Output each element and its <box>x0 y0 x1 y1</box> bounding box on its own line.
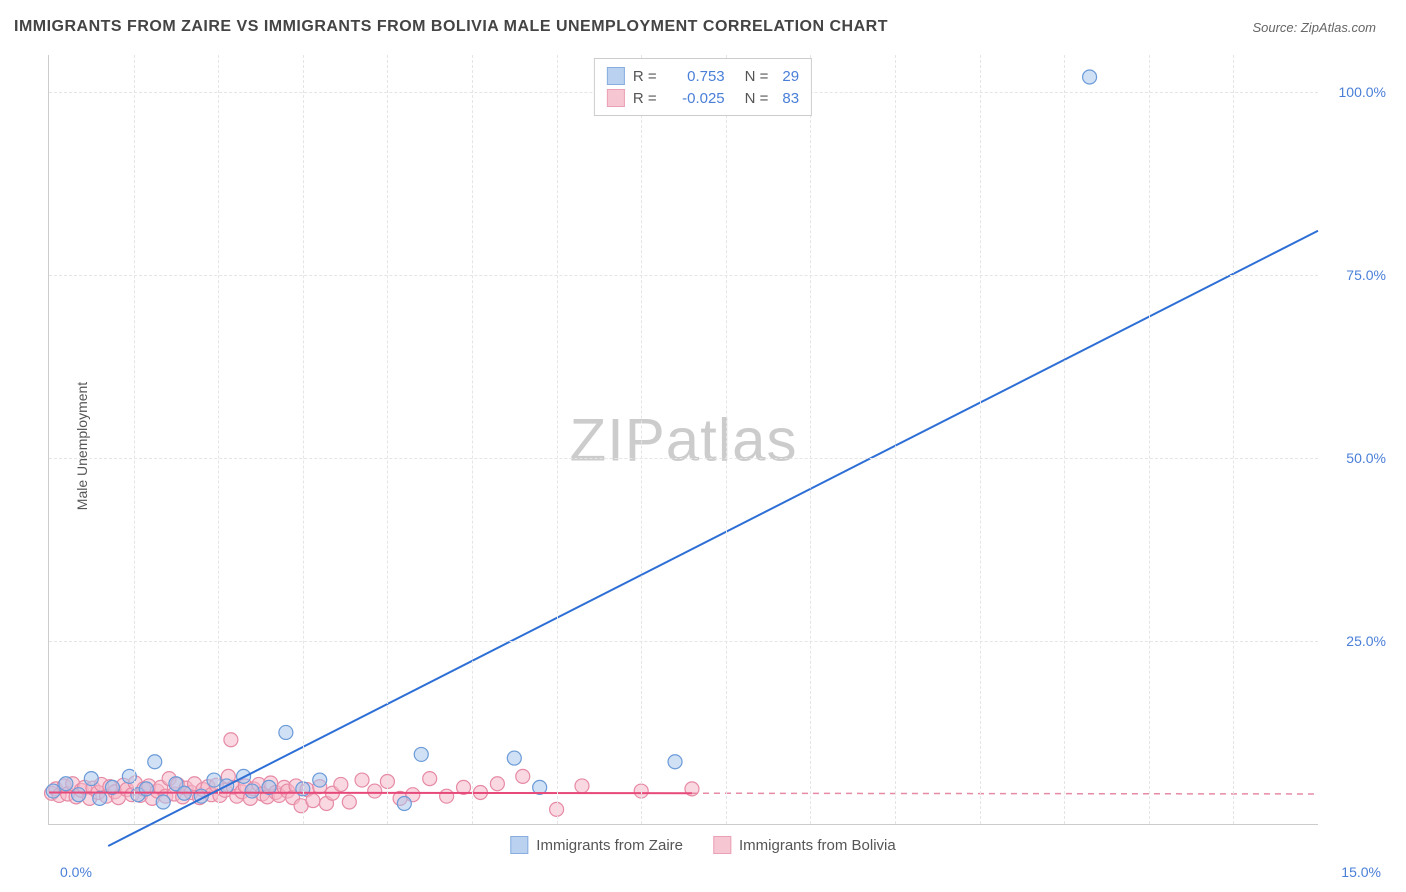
chart-title: IMMIGRANTS FROM ZAIRE VS IMMIGRANTS FROM… <box>14 18 888 36</box>
gridline-h <box>49 641 1318 642</box>
data-point <box>1083 70 1097 84</box>
legend-n-label: N = <box>745 68 769 85</box>
x-tick-min: 0.0% <box>60 864 92 880</box>
data-point <box>342 795 356 809</box>
source-label: Source: ZipAtlas.com <box>1252 20 1376 35</box>
gridline-v <box>1064 55 1065 824</box>
gridline-h <box>49 458 1318 459</box>
gridline-v <box>472 55 473 824</box>
gridline-v <box>387 55 388 824</box>
legend-row: R = -0.025 N = 83 <box>607 87 799 109</box>
gridline-v <box>1233 55 1234 824</box>
data-point <box>423 772 437 786</box>
trend-line-ext <box>692 793 1318 794</box>
chart-container: IMMIGRANTS FROM ZAIRE VS IMMIGRANTS FROM… <box>0 0 1406 892</box>
gridline-v <box>726 55 727 824</box>
data-point <box>440 789 454 803</box>
data-point <box>306 794 320 808</box>
legend-r-label: R = <box>633 90 657 107</box>
gridline-v <box>810 55 811 824</box>
legend-n-label: N = <box>745 90 769 107</box>
data-point <box>156 795 170 809</box>
gridline-v <box>980 55 981 824</box>
y-tick-label: 50.0% <box>1346 450 1386 466</box>
data-point <box>245 784 259 798</box>
data-point <box>490 777 504 791</box>
data-point <box>224 733 238 747</box>
series-legend-label: Immigrants from Bolivia <box>739 837 896 854</box>
series-legend-item: Immigrants from Zaire <box>510 836 683 854</box>
gridline-v <box>218 55 219 824</box>
data-point <box>72 788 86 802</box>
data-point <box>46 784 60 798</box>
gridline-v <box>1149 55 1150 824</box>
correlation-legend: R = 0.753 N = 29 R = -0.025 N = 83 <box>594 58 812 116</box>
legend-n-value: 83 <box>782 90 799 107</box>
legend-swatch <box>607 67 625 85</box>
data-point <box>414 747 428 761</box>
legend-swatch <box>713 836 731 854</box>
data-point <box>84 772 98 786</box>
data-point <box>148 755 162 769</box>
gridline-h <box>49 275 1318 276</box>
trend-line <box>108 231 1318 846</box>
gridline-v <box>895 55 896 824</box>
gridline-v <box>303 55 304 824</box>
data-point <box>575 779 589 793</box>
plot-area: ZIPatlas <box>48 55 1318 825</box>
data-point <box>313 773 327 787</box>
y-tick-label: 100.0% <box>1339 84 1386 100</box>
legend-row: R = 0.753 N = 29 <box>607 65 799 87</box>
legend-n-value: 29 <box>782 68 799 85</box>
legend-r-value: -0.025 <box>665 90 725 107</box>
gridline-v <box>641 55 642 824</box>
series-legend-label: Immigrants from Zaire <box>536 837 683 854</box>
data-point <box>368 784 382 798</box>
data-point <box>397 796 411 810</box>
legend-swatch <box>510 836 528 854</box>
trend-line <box>49 793 692 794</box>
data-point <box>59 777 73 791</box>
data-point <box>139 782 153 796</box>
legend-swatch <box>607 89 625 107</box>
series-legend-item: Immigrants from Bolivia <box>713 836 896 854</box>
y-tick-label: 75.0% <box>1346 267 1386 283</box>
data-point <box>355 773 369 787</box>
data-point <box>279 725 293 739</box>
x-tick-max: 15.0% <box>1341 864 1381 880</box>
data-point <box>334 777 348 791</box>
data-point <box>507 751 521 765</box>
data-point <box>516 769 530 783</box>
y-tick-label: 25.0% <box>1346 633 1386 649</box>
legend-r-label: R = <box>633 68 657 85</box>
series-legend: Immigrants from Zaire Immigrants from Bol… <box>510 836 895 854</box>
legend-r-value: 0.753 <box>665 68 725 85</box>
gridline-v <box>557 55 558 824</box>
plot-svg <box>49 55 1318 824</box>
gridline-v <box>134 55 135 824</box>
data-point <box>668 755 682 769</box>
